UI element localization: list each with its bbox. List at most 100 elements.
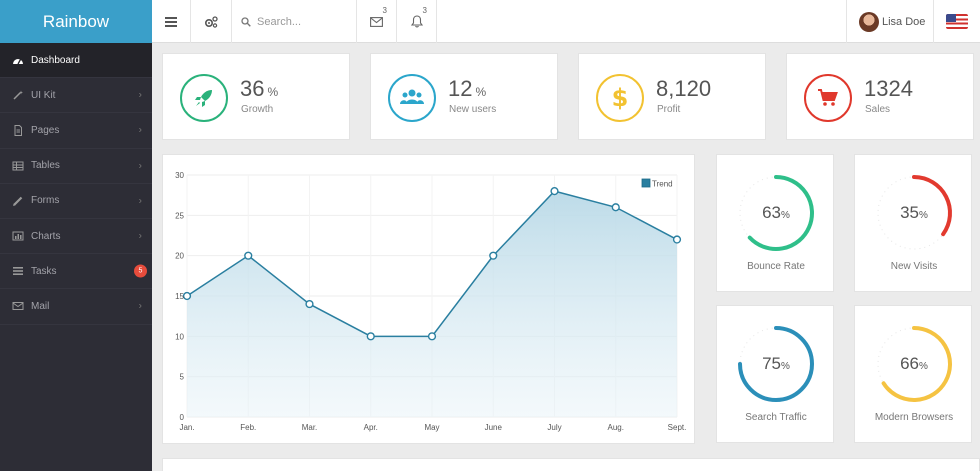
- gauge-value: 66%: [900, 354, 928, 373]
- dollar-icon-circle: $: [596, 74, 644, 122]
- stat-card-new-users: 12% New users: [370, 53, 558, 140]
- bottom-panel: [162, 458, 980, 471]
- gauge-label: Bounce Rate: [747, 261, 805, 272]
- x-tick-label: Mar.: [302, 423, 318, 432]
- gauge-search-traffic: 75% Search Traffic: [716, 305, 834, 443]
- user-menu[interactable]: Lisa Doe: [846, 0, 934, 43]
- data-point[interactable]: [366, 332, 375, 341]
- data-point[interactable]: [182, 291, 192, 301]
- chevron-right-icon: ›: [138, 89, 142, 101]
- data-point[interactable]: [427, 332, 437, 341]
- gauge-arc: [881, 326, 952, 402]
- gauge-value: 75%: [762, 354, 790, 373]
- sidebar: Dashboard UI Kit › Pages › Tables › Form…: [0, 43, 152, 471]
- stat-unit: %: [267, 85, 279, 99]
- dollar-icon: $: [611, 84, 629, 112]
- x-tick-label: May: [424, 423, 439, 432]
- trend-area: [187, 191, 677, 417]
- file-icon: [14, 124, 22, 136]
- x-tick-label: Apr.: [364, 423, 378, 432]
- notifications-count-badge: 3: [422, 6, 427, 15]
- messages-count-badge: 3: [382, 6, 387, 15]
- gauge-ring: [877, 175, 952, 250]
- x-tick-label: June: [485, 423, 503, 432]
- x-tick-label: Feb.: [240, 423, 256, 432]
- stat-value: 1324: [864, 76, 913, 101]
- data-point[interactable]: [611, 203, 620, 212]
- stat-value: 36%: [240, 76, 279, 101]
- stat-label: Sales: [865, 104, 891, 115]
- hamburger-icon: [165, 16, 177, 27]
- stat-label: Profit: [657, 104, 681, 115]
- chevron-right-icon: ›: [138, 160, 142, 172]
- search-icon: [241, 16, 251, 27]
- gauge-value: 35%: [900, 203, 928, 222]
- gauge-label: Modern Browsers: [874, 412, 954, 423]
- sidebar-item-forms[interactable]: Forms ›: [0, 184, 152, 219]
- rocket-icon: [195, 90, 212, 107]
- data-point[interactable]: [489, 251, 498, 260]
- sidebar-item-charts[interactable]: Charts ›: [0, 219, 152, 255]
- sidebar-item-label: Mail: [31, 300, 50, 312]
- gauge-value: 63%: [762, 203, 790, 222]
- avatar: [859, 11, 879, 32]
- envelope-icon: [12, 302, 24, 311]
- messages-button[interactable]: 3: [357, 0, 397, 43]
- y-tick-label: 5: [180, 373, 185, 382]
- stat-label: Growth: [241, 104, 274, 115]
- users-icon-circle: [388, 74, 436, 122]
- y-tick-label: 0: [180, 413, 185, 422]
- chevron-right-icon: ›: [138, 124, 142, 136]
- language-selector[interactable]: [934, 0, 980, 43]
- sidebar-item-label: Forms: [31, 195, 60, 207]
- sidebar-item-label: Pages: [31, 124, 60, 136]
- x-tick-label: July: [547, 423, 561, 432]
- y-tick-label: 15: [175, 292, 184, 301]
- trend-chart-svg: 0 5 10 15 20 25 30 Jan. Feb. Mar. Apr. May June July…: [175, 171, 686, 432]
- stat-value: 12%: [448, 76, 487, 101]
- user-name: Lisa Doe: [882, 15, 926, 28]
- sidebar-item-tables[interactable]: Tables ›: [0, 149, 152, 184]
- sidebar-item-tasks[interactable]: Tasks 5: [0, 254, 152, 290]
- sidebar-item-label: Dashboard: [31, 54, 80, 66]
- data-point[interactable]: [244, 251, 253, 260]
- data-point[interactable]: [305, 299, 314, 309]
- sidebar-item-mail[interactable]: Mail ›: [0, 289, 152, 325]
- notifications-button[interactable]: 3: [397, 0, 437, 43]
- sidebar-item-dashboard[interactable]: Dashboard: [0, 43, 152, 79]
- menu-toggle-button[interactable]: [152, 0, 191, 43]
- x-tick-label: Aug.: [608, 423, 624, 432]
- stat-card-growth: 36% Growth: [162, 53, 350, 140]
- stat-card-sales: 1324 Sales: [786, 53, 974, 140]
- search-input[interactable]: [257, 15, 352, 28]
- users-icon: [400, 89, 424, 104]
- dashboard-icon: [13, 59, 23, 65]
- data-point[interactable]: [672, 235, 682, 244]
- sidebar-item-label: Tables: [31, 160, 60, 172]
- tasks-icon: [13, 267, 23, 276]
- stat-label: New users: [449, 104, 497, 115]
- brand-title: Rainbow: [42, 11, 110, 31]
- data-point[interactable]: [550, 187, 559, 196]
- envelope-icon: [370, 16, 383, 27]
- chevron-right-icon: ›: [138, 300, 142, 312]
- gauge-ring: [877, 326, 952, 402]
- rocket-icon-circle: [180, 74, 228, 122]
- brand-logo[interactable]: Rainbow: [0, 0, 152, 43]
- gauge-modern-browsers: 66% Modern Browsers: [854, 305, 972, 443]
- sidebar-item-label: Tasks: [31, 265, 57, 277]
- trend-chart: 0 5 10 15 20 25 30 Jan. Feb. Mar. Apr. May June July…: [162, 154, 695, 444]
- y-tick-label: 25: [175, 211, 184, 220]
- table-icon: [12, 161, 24, 171]
- sidebar-item-ui-kit[interactable]: UI Kit ›: [0, 78, 152, 114]
- search-box: [232, 0, 357, 43]
- y-tick-label: 10: [175, 332, 184, 341]
- stat-value: 8,120: [656, 76, 712, 101]
- cart-icon: [818, 89, 838, 106]
- sidebar-item-pages[interactable]: Pages ›: [0, 113, 152, 149]
- settings-button[interactable]: [191, 0, 232, 43]
- y-tick-label: 30: [175, 171, 184, 180]
- stat-card-profit: $ 8,120 Profit: [578, 53, 766, 140]
- x-tick-label: Jan.: [179, 423, 194, 432]
- pencil-icon: [13, 196, 23, 206]
